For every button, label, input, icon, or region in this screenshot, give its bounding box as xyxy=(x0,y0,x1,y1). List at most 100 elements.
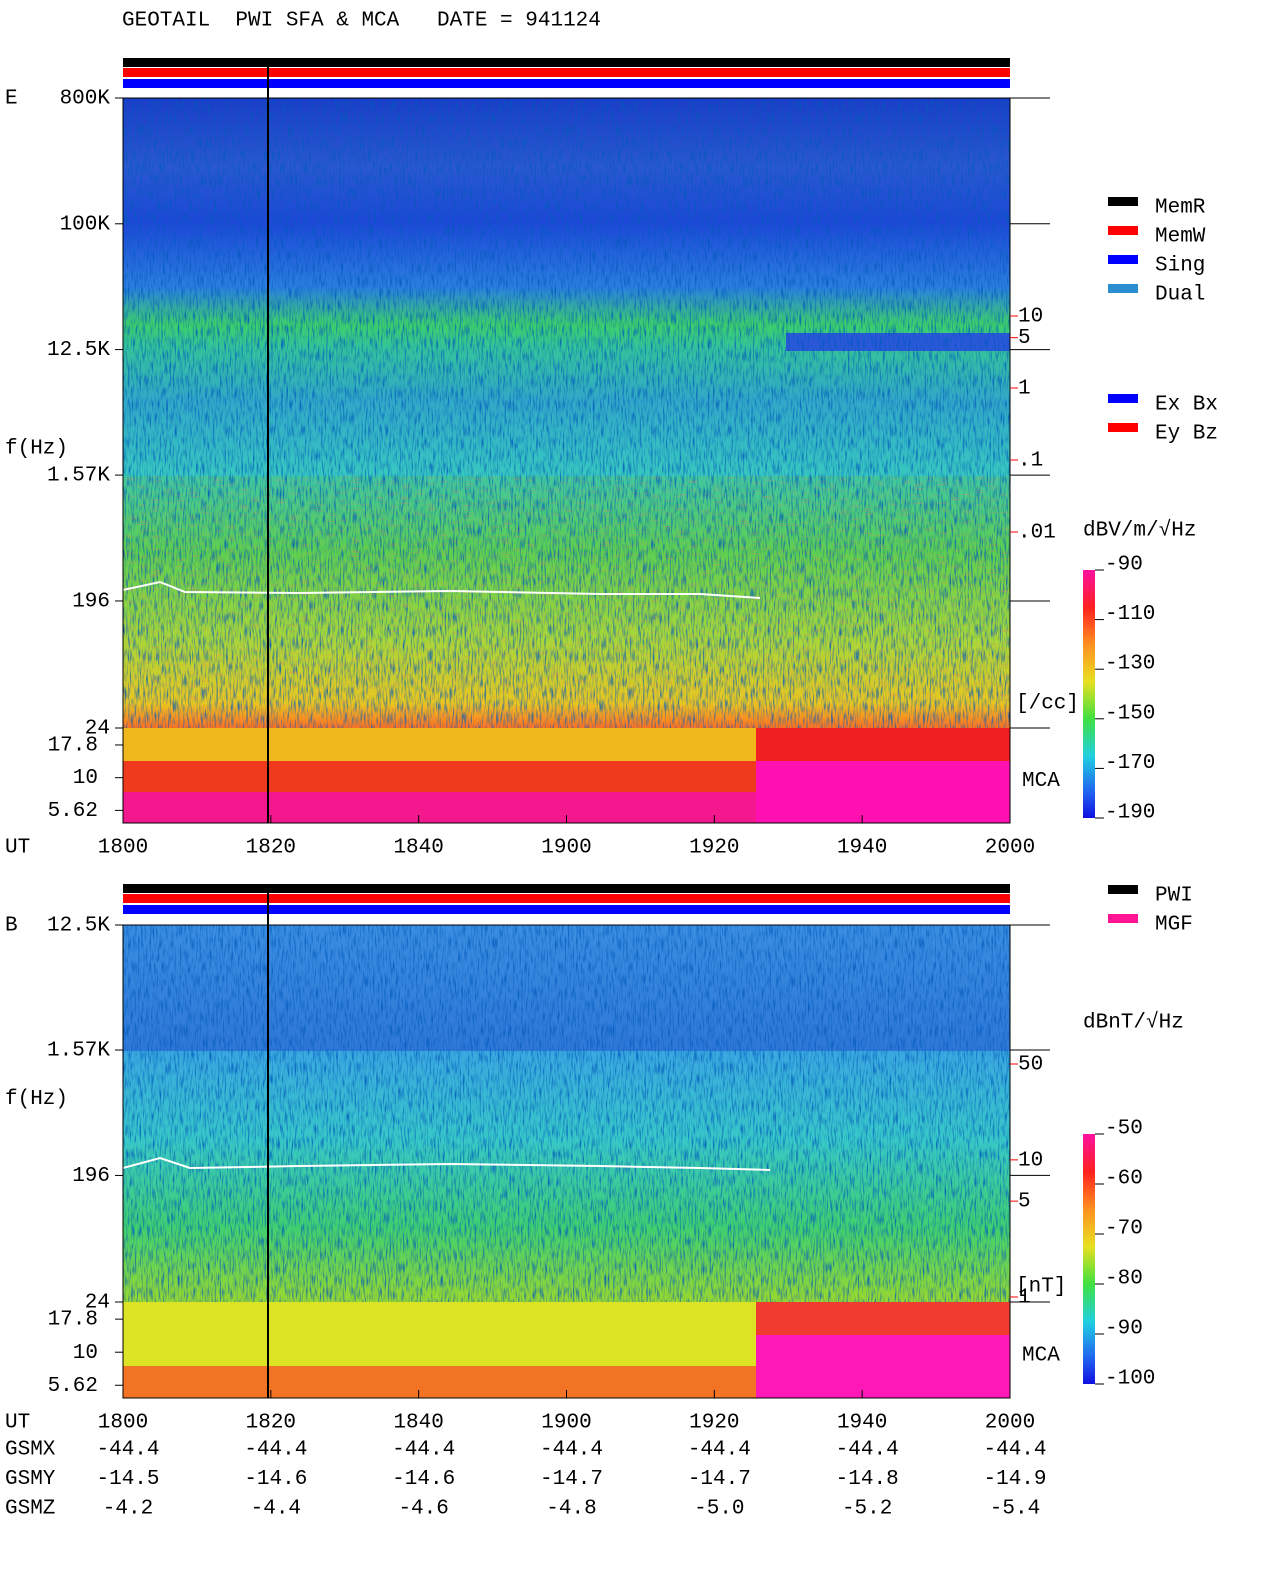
mca-band xyxy=(123,761,756,792)
legend-swatch xyxy=(1108,284,1138,293)
legend-label: MemW xyxy=(1155,226,1206,249)
status-bar xyxy=(123,905,1010,914)
legend-label: MGF xyxy=(1155,914,1193,937)
x-tick-label: 1940 xyxy=(837,837,887,860)
x-tick-label: 1920 xyxy=(689,837,739,860)
density-tick-label: .01 xyxy=(1018,522,1056,545)
y-tick-label: 12.5K xyxy=(47,339,110,362)
orbit-value: -14.9 xyxy=(983,1468,1046,1491)
legend-label: Dual xyxy=(1155,284,1205,307)
mca-band xyxy=(756,1302,1010,1335)
mca-tick-label: 17.8 xyxy=(48,1309,98,1332)
mca-band xyxy=(756,761,1010,823)
mca-tick-label: 10 xyxy=(73,767,98,790)
orbit-value: -14.6 xyxy=(244,1468,307,1491)
density-tick-label: 5 xyxy=(1018,1191,1031,1214)
y-axis-label: f(Hz) xyxy=(5,1088,68,1111)
x-axis-label: UT xyxy=(5,837,30,860)
legend-swatch xyxy=(1108,226,1138,235)
orbit-value: -14.7 xyxy=(688,1468,751,1491)
orbit-row-label: GSMX xyxy=(5,1439,56,1462)
legend-label: MemR xyxy=(1155,197,1206,220)
legend-swatch xyxy=(1108,423,1138,432)
orbit-value: -44.4 xyxy=(96,1439,159,1462)
colorbar-tick-label: -50 xyxy=(1105,1118,1143,1141)
status-bar xyxy=(123,79,1010,88)
colorbar-label: dBnT/√Hz xyxy=(1083,1011,1184,1035)
x-tick-label: 2000 xyxy=(985,1412,1035,1435)
legend-swatch xyxy=(1108,197,1138,206)
legend-label: Ex Bx xyxy=(1155,394,1218,417)
colorbar xyxy=(1083,1134,1095,1384)
colorbar-tick-label: -90 xyxy=(1105,1318,1143,1341)
mca-band xyxy=(756,728,1010,761)
plasma-line xyxy=(122,580,761,599)
y-tick-label: 24 xyxy=(85,718,110,741)
x-axis-label: UT xyxy=(5,1412,30,1435)
colorbar-tick-label: -90 xyxy=(1105,554,1143,577)
panel-label: B xyxy=(5,915,18,938)
mca-band xyxy=(123,792,756,823)
orbit-value: -4.2 xyxy=(103,1498,153,1521)
orbit-value: -44.4 xyxy=(244,1439,307,1462)
density-tick-label: 1 xyxy=(1018,378,1031,401)
mca-label: MCA xyxy=(1022,1345,1060,1368)
x-tick-label: 1920 xyxy=(689,1412,739,1435)
mca-tick-label: 10 xyxy=(73,1342,98,1365)
orbit-value: -44.4 xyxy=(688,1439,751,1462)
colorbar-tick-label: -130 xyxy=(1105,653,1155,676)
orbit-value: -14.8 xyxy=(836,1468,899,1491)
y-tick-label: 1.57K xyxy=(47,465,110,488)
orbit-value: -5.2 xyxy=(842,1498,892,1521)
y-tick-label: 196 xyxy=(72,591,110,614)
y-axis-label: f(Hz) xyxy=(5,438,68,461)
orbit-value: -5.4 xyxy=(990,1498,1040,1521)
legend-swatch xyxy=(1108,394,1138,403)
y-tick-label: 12.5K xyxy=(47,915,110,938)
y-tick-label: 24 xyxy=(85,1292,110,1315)
legend-label: Sing xyxy=(1155,255,1205,278)
colorbar xyxy=(1083,570,1095,818)
x-tick-label: 1820 xyxy=(246,1412,296,1435)
orbit-value: -44.4 xyxy=(983,1439,1046,1462)
density-unit: [/cc] xyxy=(1016,693,1079,716)
x-tick-label: 1840 xyxy=(393,837,443,860)
legend-label: Ey Bz xyxy=(1155,423,1218,446)
title: GEOTAIL PWI SFA & MCA DATE = 941124 xyxy=(122,10,601,33)
status-bar xyxy=(123,68,1010,77)
y-tick-label: 1.57K xyxy=(47,1040,110,1063)
orbit-value: -4.6 xyxy=(398,1498,448,1521)
y-tick-label: 100K xyxy=(60,213,111,236)
legend-swatch xyxy=(1108,255,1138,264)
orbit-row-label: GSMZ xyxy=(5,1498,55,1521)
colorbar-tick-label: -170 xyxy=(1105,752,1155,775)
density-tick-label: 1 xyxy=(1018,1287,1031,1310)
colorbar-tick-label: -80 xyxy=(1105,1268,1143,1291)
legend-swatch xyxy=(1108,885,1138,894)
y-tick-label: 196 xyxy=(72,1165,110,1188)
legend-swatch xyxy=(1108,914,1138,923)
spectrogram-texture xyxy=(123,925,1010,1302)
density-unit: [nT] xyxy=(1016,1276,1066,1299)
colorbar-label: dBV/m/√Hz xyxy=(1083,519,1196,543)
mca-band xyxy=(756,1335,1010,1398)
legend-label: PWI xyxy=(1155,885,1193,908)
orbit-row-label: GSMY xyxy=(5,1468,56,1491)
orbit-value: -44.4 xyxy=(392,1439,455,1462)
plot-frame xyxy=(122,924,1011,1399)
x-tick-label: 1840 xyxy=(393,1412,443,1435)
orbit-value: -4.8 xyxy=(546,1498,596,1521)
density-tick-label: 50 xyxy=(1018,1054,1043,1077)
mca-band xyxy=(123,728,756,761)
status-bar xyxy=(123,884,1010,893)
spectrogram-texture xyxy=(123,476,1010,728)
mca-tick-label: 5.62 xyxy=(48,800,98,823)
mca-tick-label: 5.62 xyxy=(48,1375,98,1398)
x-tick-label: 1900 xyxy=(541,837,591,860)
panel-label: E xyxy=(5,88,18,111)
plasma-line xyxy=(122,1156,771,1171)
colorbar-tick-label: -150 xyxy=(1105,702,1155,725)
x-tick-label: 1800 xyxy=(98,837,148,860)
y-tick-label: 800K xyxy=(60,88,111,111)
